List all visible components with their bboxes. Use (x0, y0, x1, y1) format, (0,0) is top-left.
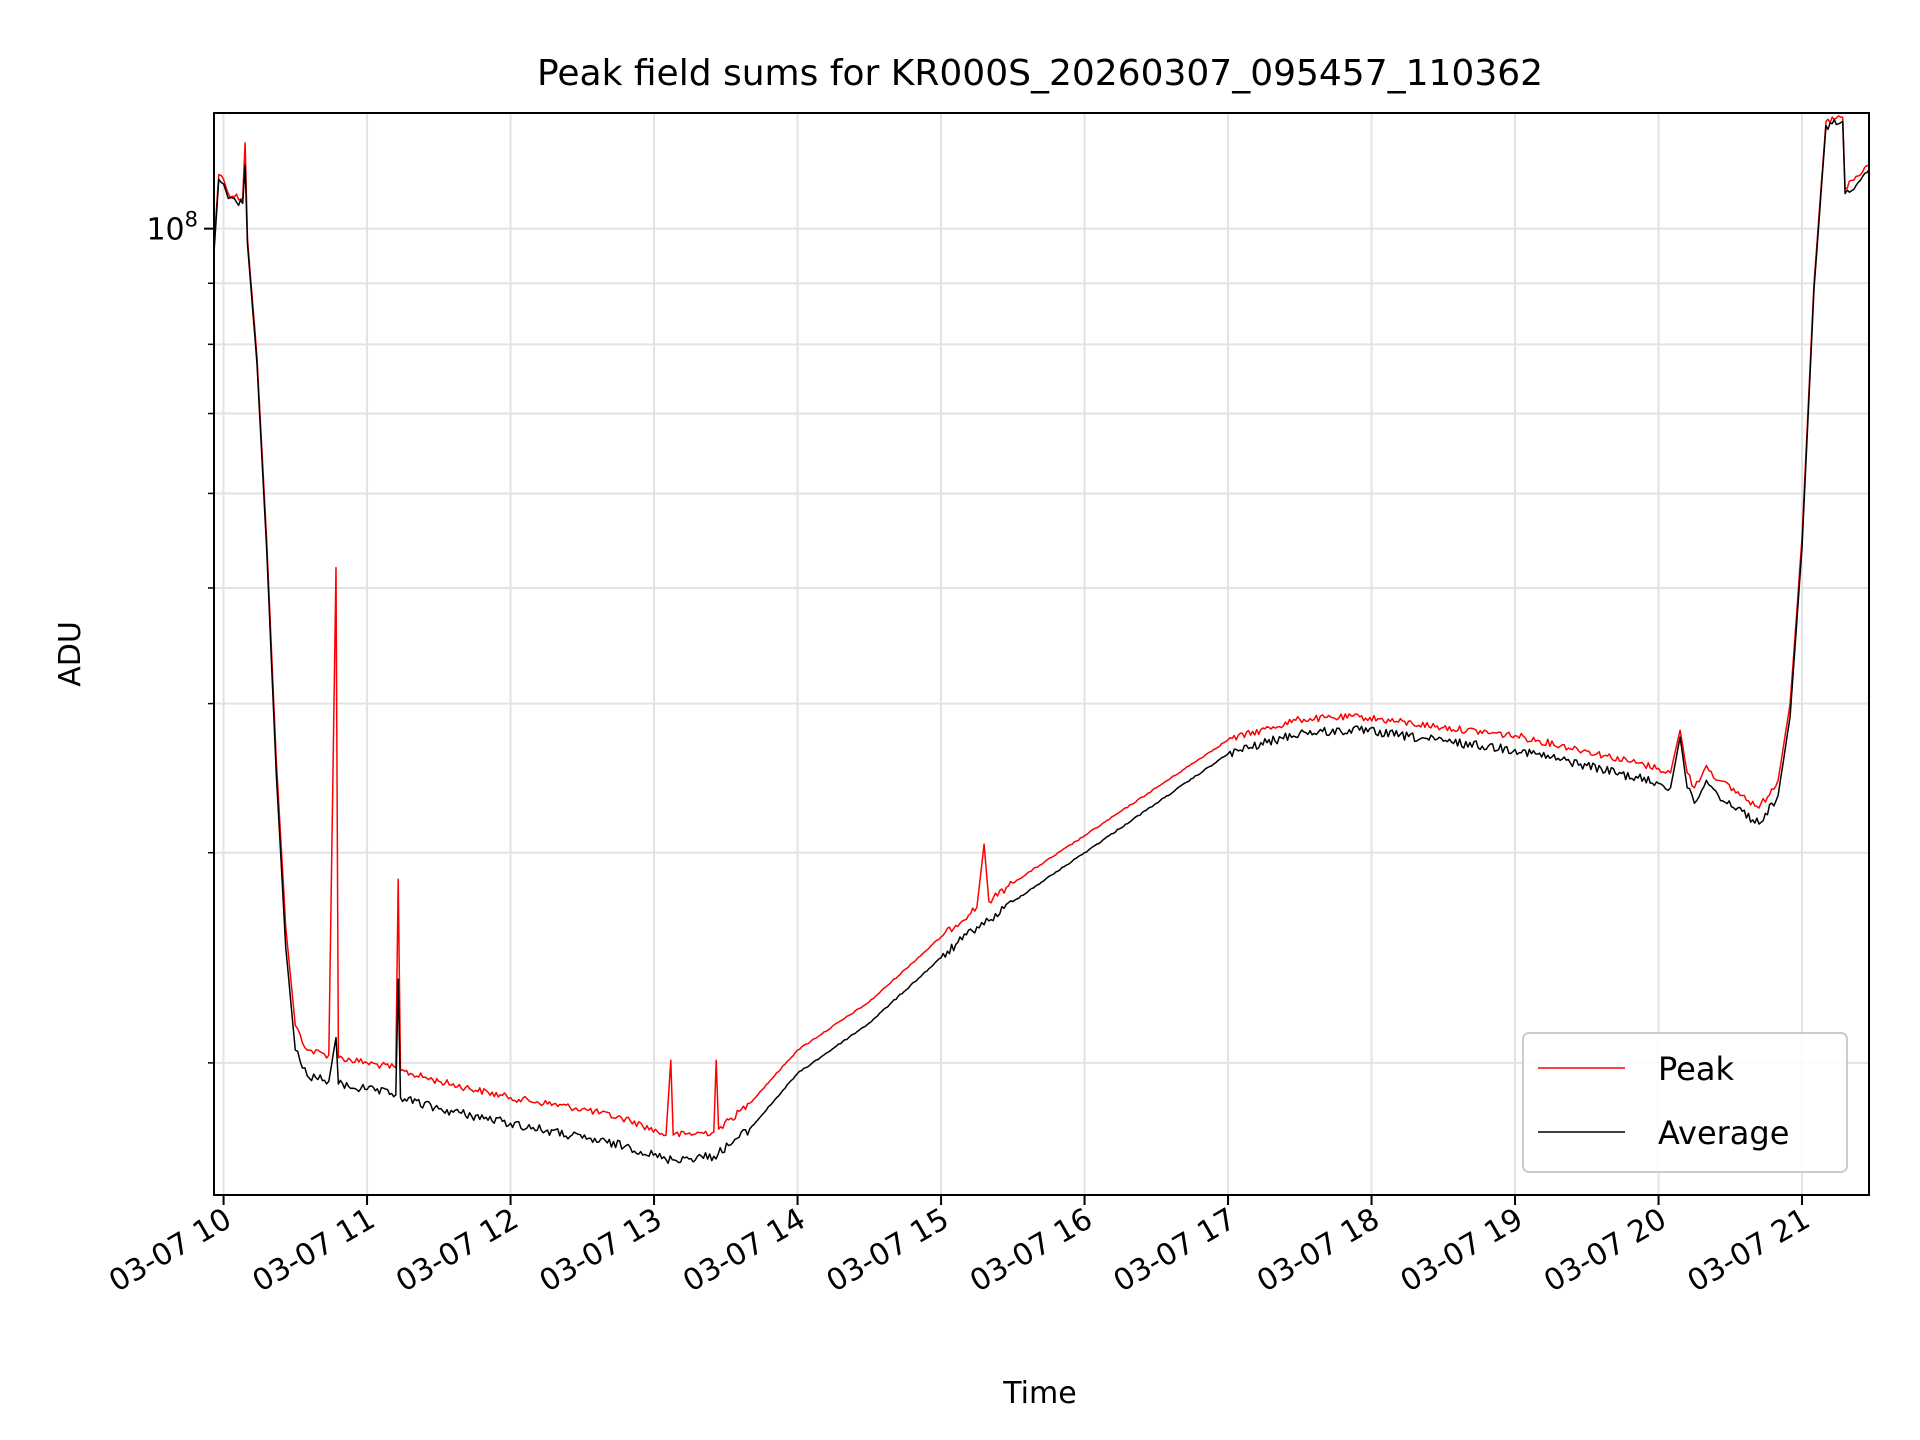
y-tick-label: 108 (146, 208, 198, 248)
y-axis: 108 (146, 208, 214, 1064)
series-lines (214, 115, 1869, 1165)
legend-label-average: Average (1658, 1114, 1789, 1152)
series-line-peak (214, 115, 1869, 1138)
plot-frame (213, 112, 1870, 1196)
y-axis-label: ADU (53, 621, 88, 687)
legend: Peak Average (1522, 1032, 1848, 1173)
grid (214, 113, 1869, 1195)
x-axis-label: Time (1002, 1376, 1076, 1411)
chart-title: Peak field sums for KR000S_20260307_0954… (537, 53, 1543, 94)
series-line-average (214, 118, 1869, 1165)
legend-label-peak: Peak (1658, 1050, 1734, 1088)
